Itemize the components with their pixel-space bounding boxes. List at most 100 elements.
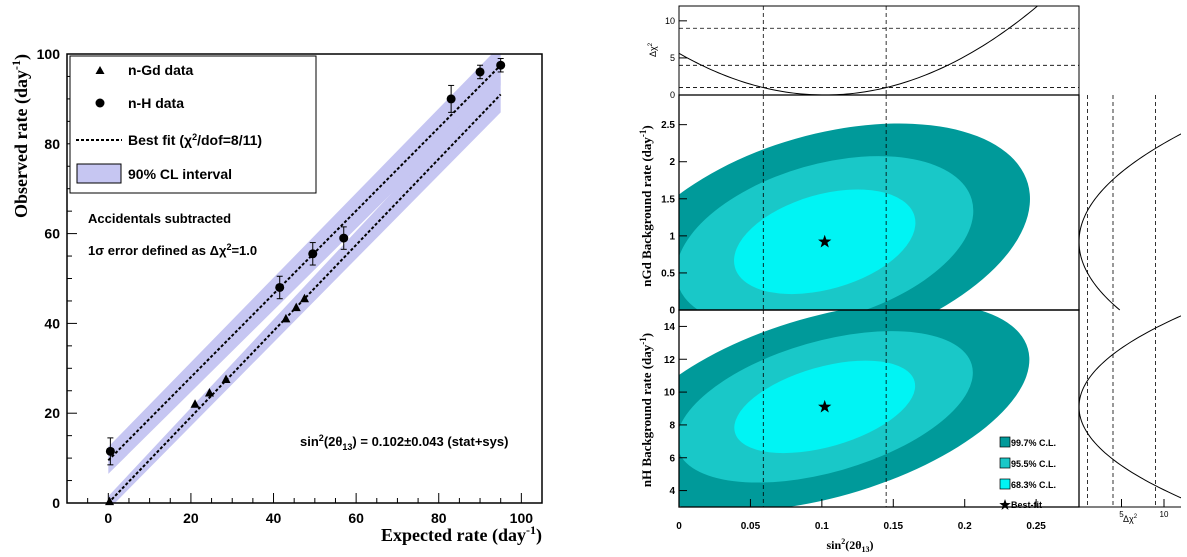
top-frame [678, 5, 1080, 96]
legend-label-ci: 90% CL interval [128, 166, 232, 182]
right-curve-ngd [1079, 133, 1181, 311]
contour-legend: 99.7% C.L. 95.5% C.L. 68.3% C.L. Best-fi… [999, 436, 1056, 510]
x-axis-label: Expected rate (day-1) [381, 523, 542, 546]
nh-y-tick-label: 8 [669, 420, 675, 431]
nh-y-tick-label: 10 [664, 388, 676, 399]
fit-lines [107, 64, 502, 503]
nh-y-tick-label: 4 [669, 486, 675, 497]
right-x-tick-label: 5 [1119, 510, 1124, 519]
legend-label-fit: Best fit (χ2/dof=8/11) [128, 132, 262, 148]
nh-axis-ticks: 4 6 8 10 12 14 0 0.05 0.1 0.15 0.2 0.25 [664, 322, 1046, 532]
top-y-axis-label: Δχ2 [648, 42, 658, 57]
top-y-tick-label: 5 [670, 53, 675, 63]
y-tick-label: 40 [44, 315, 60, 331]
x-tick-label: 0 [104, 510, 112, 526]
ngd-contours [679, 123, 1030, 310]
top-y-tick-label: 10 [665, 16, 675, 26]
axes-ticks: 0 20 40 60 80 100 0 20 40 60 80 100 [37, 46, 534, 526]
top-y-tick-label: 0 [670, 90, 675, 100]
ngd-vertical-lines [762, 95, 887, 310]
right-axis-ticks: 5 10 [1119, 499, 1169, 519]
legend-marker-circle [95, 98, 105, 108]
y-axis-label: Observed rate (day-1) [9, 54, 32, 218]
best-fit-star-icon [818, 234, 832, 248]
nh-x-axis-label: sin2(2θ13) [827, 537, 874, 554]
legend-marker-ci-box [76, 163, 122, 184]
panel-frames [678, 5, 1181, 508]
legend-swatch-683 [999, 478, 1011, 490]
nh-y-tick-label: 12 [664, 355, 676, 366]
x-tick-label: 20 [183, 510, 199, 526]
right-delta-chi2-panel: 5 10 Δχ2 [1079, 95, 1181, 524]
legend-swatch-997 [999, 436, 1011, 448]
ngd-y-tick-label: 2.5 [661, 120, 675, 131]
nh-point [105, 446, 115, 456]
nh-point [446, 94, 456, 104]
y-tick-label: 100 [37, 46, 61, 62]
nh-x-tick-label: 0 [676, 521, 682, 532]
nh-x-tick-label: 0.15 [884, 521, 904, 532]
legend-label-955: 95.5% C.L. [1011, 459, 1056, 469]
y-tick-label: 80 [44, 136, 60, 152]
nh-x-tick-label: 0.25 [1026, 521, 1046, 532]
nh-point [475, 67, 485, 77]
legend-label-nh: n-H data [128, 95, 184, 111]
ngd-y-tick-label: 0 [669, 306, 675, 317]
ngd-contour-panel: 0 0.5 1 1.5 2 2.5 nGd Background rate (day-1) [638, 95, 1030, 317]
legend-label-bestfit: Best-fit [1011, 500, 1042, 510]
x-tick-label: 100 [510, 510, 534, 526]
ngd-y-tick-label: 0.5 [661, 268, 675, 279]
ngd-y-tick-label: 1.5 [661, 194, 675, 205]
nh-x-tick-label: 0.2 [958, 521, 972, 532]
nh-point [496, 60, 506, 70]
ngd-axis-ticks: 0 0.5 1 1.5 2 2.5 [661, 120, 687, 317]
ngd-y-tick-label: 1 [669, 231, 675, 242]
annotation-error-def: 1σ error defined as Δχ2=1.0 [88, 242, 257, 258]
right-curve-nh [1079, 315, 1181, 499]
ngd-y-tick-label: 2 [669, 157, 675, 168]
top-delta-chi2-panel: 0 5 10 Δχ2 [648, 6, 1079, 100]
nh-contours [679, 310, 1030, 507]
nh-y-tick-label: 14 [664, 322, 676, 333]
top-reference-lines [679, 6, 1079, 95]
ngd-point [205, 387, 214, 397]
y-tick-label: 0 [52, 495, 60, 511]
nh-point [275, 282, 285, 292]
nh-contour-panel: 4 6 8 10 12 14 0 0.05 0.1 0.15 0.2 0.25 nH Backgrou… [638, 310, 1056, 554]
legend-marker-triangle [95, 66, 105, 74]
legend-label-997: 99.7% C.L. [1011, 438, 1056, 448]
x-tick-label: 80 [431, 510, 447, 526]
best-fit-star-icon [818, 399, 832, 413]
top-axis-ticks: 0 5 10 [665, 16, 687, 100]
right-x-axis-label: Δχ2 [1123, 514, 1138, 524]
legend-swatch-955 [999, 457, 1011, 469]
annotation-result: sin2(2θ13) = 0.102±0.043 (stat+sys) [300, 433, 508, 452]
nh-vertical-lines [762, 310, 887, 507]
observed-vs-expected-chart: 0 20 40 60 80 100 0 20 40 60 80 100 n-Gd data n-H d… [9, 46, 543, 546]
legend-star-shape [999, 499, 1011, 510]
legend-star-icon [999, 499, 1011, 510]
nh-point [339, 233, 349, 243]
ngd-point [281, 313, 291, 323]
legend-label-ngd: n-Gd data [128, 62, 194, 78]
nh-x-tick-label: 0.05 [741, 521, 761, 532]
annotation-accidentals: Accidentals subtracted [88, 211, 231, 226]
nh-y-axis-label: nH Background rate (day-1) [638, 333, 654, 487]
nh-frame [678, 309, 1080, 508]
y-tick-label: 60 [44, 226, 60, 242]
legend: n-Gd data n-H data Best fit (χ2/dof=8/11… [69, 55, 317, 194]
ngd-point [291, 302, 301, 312]
ngd-y-axis-label: nGd Background rate (day-1) [638, 125, 654, 287]
data-points [105, 57, 506, 506]
fit-line-0 [107, 93, 502, 503]
ngd-point [190, 399, 200, 408]
legend-label-683: 68.3% C.L. [1011, 480, 1056, 490]
ngd-point [300, 293, 309, 303]
top-delta-chi2-curve [679, 6, 1039, 95]
nh-point [308, 249, 318, 259]
nh-y-tick-label: 6 [669, 453, 675, 464]
y-tick-label: 20 [44, 405, 60, 421]
fit-line-1 [107, 64, 502, 462]
right-x-tick-label: 10 [1160, 510, 1169, 519]
